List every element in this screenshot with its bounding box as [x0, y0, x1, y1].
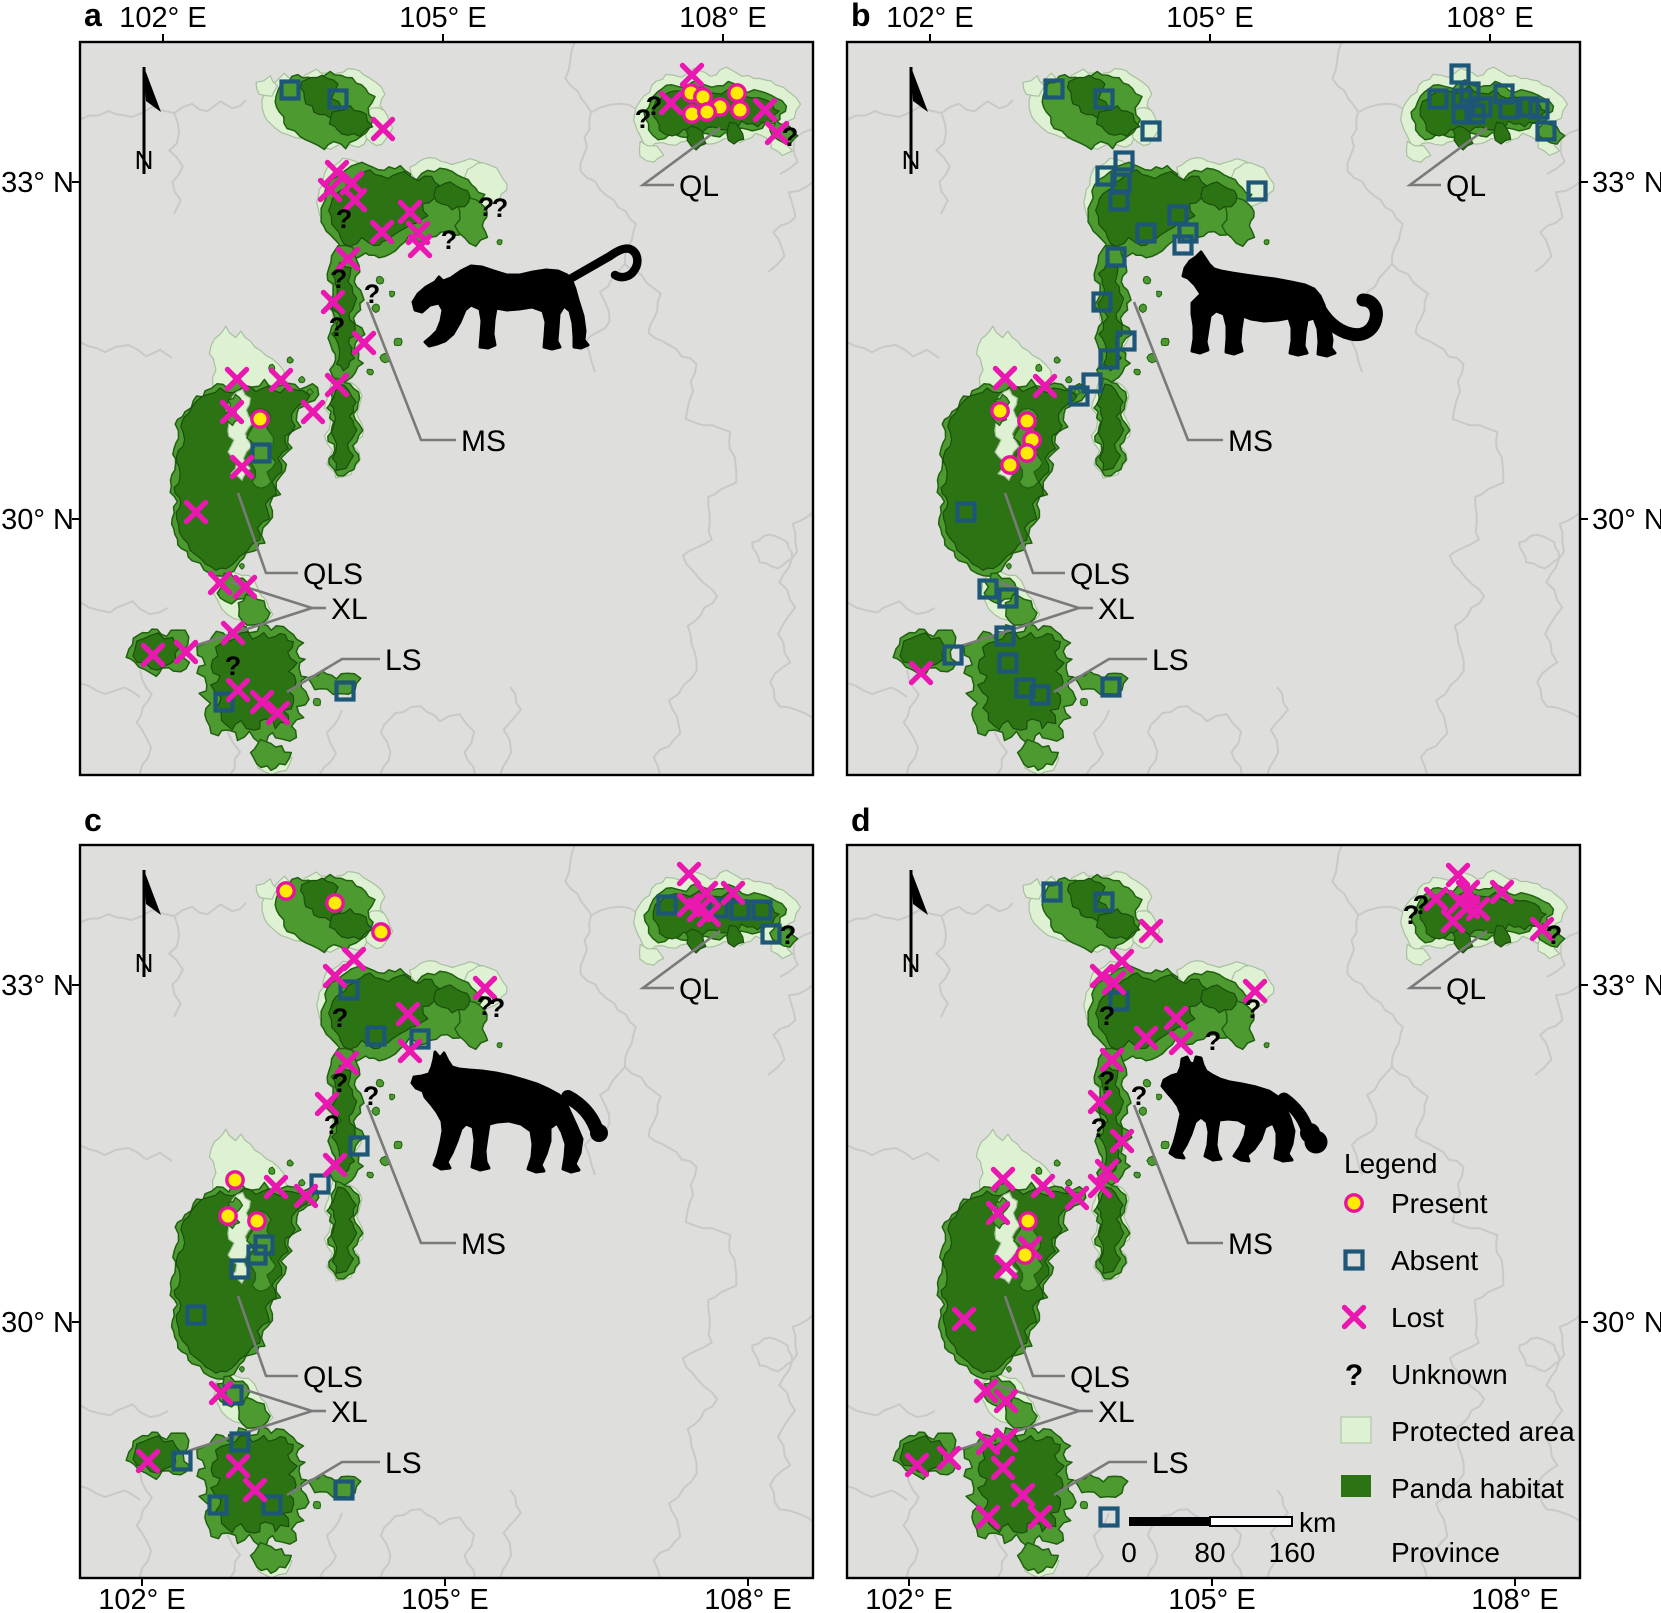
- svg-text:30° N: 30° N: [1592, 1307, 1661, 1339]
- svg-text:c: c: [84, 802, 102, 838]
- svg-text:?: ?: [489, 993, 506, 1023]
- svg-text:80: 80: [1194, 1537, 1225, 1568]
- svg-text:Lost: Lost: [1391, 1302, 1444, 1333]
- svg-text:?: ?: [780, 920, 797, 950]
- svg-text:?: ?: [477, 991, 494, 1021]
- svg-text:?: ?: [492, 193, 509, 223]
- svg-text:b: b: [851, 0, 871, 33]
- svg-text:?: ?: [1099, 1001, 1116, 1031]
- svg-text:108° E: 108° E: [1471, 1584, 1558, 1613]
- svg-text:105° E: 105° E: [1168, 1584, 1255, 1613]
- svg-text:?: ?: [332, 1003, 349, 1033]
- svg-text:102° E: 102° E: [865, 1584, 952, 1613]
- svg-text:105° E: 105° E: [401, 1584, 488, 1613]
- svg-text:?: ?: [329, 312, 346, 342]
- svg-text:33° N: 33° N: [1, 167, 74, 199]
- svg-text:?: ?: [1403, 900, 1420, 930]
- svg-text:30° N: 30° N: [1592, 504, 1661, 536]
- svg-text:?: ?: [1345, 1359, 1363, 1392]
- svg-text:33° N: 33° N: [1592, 167, 1661, 199]
- svg-text:105° E: 105° E: [399, 2, 486, 34]
- svg-text:30° N: 30° N: [1, 504, 74, 536]
- svg-text:Panda habitat: Panda habitat: [1391, 1473, 1564, 1504]
- svg-text:108° E: 108° E: [704, 1584, 791, 1613]
- svg-text:?: ?: [1413, 890, 1430, 920]
- svg-text:102° E: 102° E: [119, 2, 206, 34]
- svg-text:Present: Present: [1391, 1188, 1488, 1219]
- svg-text:Protected area: Protected area: [1391, 1416, 1575, 1447]
- svg-text:?: ?: [1131, 1081, 1148, 1111]
- svg-text:Absent: Absent: [1391, 1245, 1478, 1276]
- svg-text:33° N: 33° N: [1592, 970, 1661, 1002]
- svg-text:?: ?: [331, 264, 348, 294]
- svg-text:?: ?: [478, 192, 495, 222]
- svg-text:km: km: [1299, 1507, 1336, 1538]
- svg-text:Province: Province: [1391, 1537, 1500, 1568]
- svg-text:?: ?: [1205, 1026, 1222, 1056]
- svg-text:108° E: 108° E: [679, 2, 766, 34]
- svg-text:?: ?: [324, 1110, 341, 1140]
- svg-text:?: ?: [364, 279, 381, 309]
- svg-text:?: ?: [1091, 1113, 1108, 1143]
- svg-text:?: ?: [1245, 994, 1262, 1024]
- svg-text:a: a: [84, 0, 102, 33]
- svg-text:33° N: 33° N: [1, 970, 74, 1002]
- svg-text:102° E: 102° E: [886, 2, 973, 34]
- svg-text:Legend: Legend: [1344, 1148, 1437, 1179]
- svg-text:0: 0: [1121, 1537, 1137, 1568]
- svg-text:?: ?: [1099, 1066, 1116, 1096]
- svg-text:?: ?: [336, 204, 353, 234]
- svg-text:?: ?: [1546, 920, 1563, 950]
- svg-text:?: ?: [332, 1068, 349, 1098]
- svg-text:?: ?: [225, 651, 242, 681]
- svg-text:?: ?: [441, 225, 458, 255]
- svg-text:?: ?: [782, 122, 799, 152]
- svg-text:105° E: 105° E: [1166, 2, 1253, 34]
- svg-text:160: 160: [1269, 1537, 1316, 1568]
- svg-text:?: ?: [363, 1081, 380, 1111]
- svg-text:Unknown: Unknown: [1391, 1359, 1508, 1390]
- svg-text:d: d: [851, 802, 871, 838]
- svg-text:?: ?: [635, 104, 652, 134]
- svg-text:108° E: 108° E: [1446, 2, 1533, 34]
- svg-text:?: ?: [646, 91, 663, 121]
- svg-text:30° N: 30° N: [1, 1307, 74, 1339]
- svg-text:102° E: 102° E: [98, 1584, 185, 1613]
